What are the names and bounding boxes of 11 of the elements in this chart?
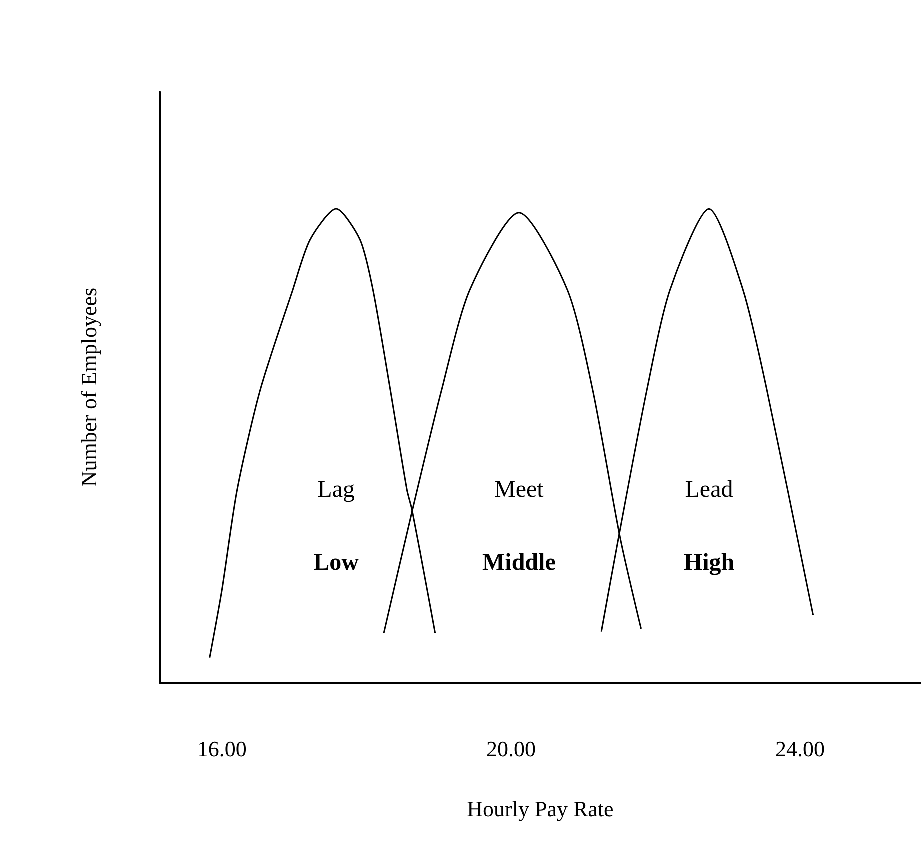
annotation: Middle — [482, 550, 556, 576]
annotation: Meet — [494, 477, 544, 503]
y-axis-title: Number of Employees — [76, 288, 102, 488]
annotation: Low — [314, 550, 360, 576]
x-tick-label: 24.00 — [776, 736, 826, 762]
x-axis-title: Hourly Pay Rate — [467, 796, 614, 822]
x-tick-label: 16.00 — [197, 736, 247, 762]
annotation: High — [684, 550, 735, 576]
annotation: Lead — [685, 477, 734, 503]
x-tick-label: 20.00 — [486, 736, 536, 762]
annotation: Lag — [318, 477, 355, 503]
